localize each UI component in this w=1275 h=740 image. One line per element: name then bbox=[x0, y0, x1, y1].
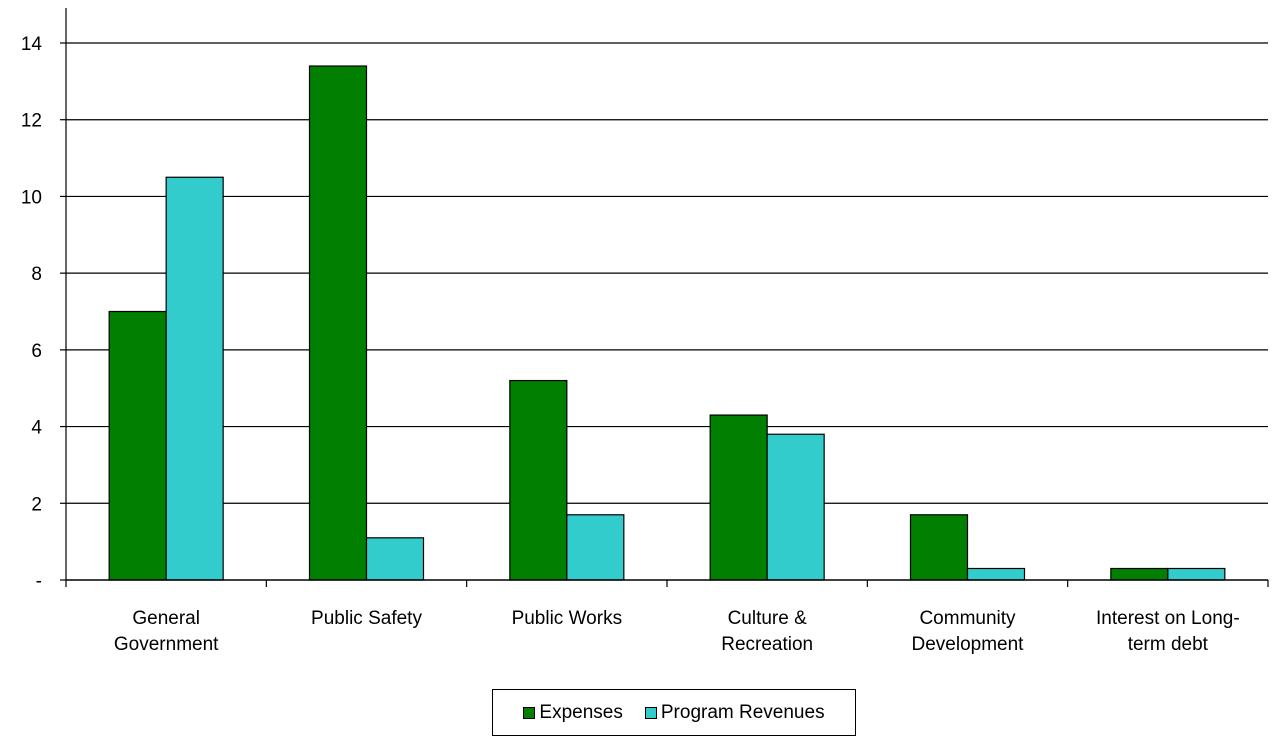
x-tick-label: Public Works bbox=[512, 608, 623, 629]
bar-expenses bbox=[308, 65, 368, 581]
x-tick-label: Development bbox=[912, 634, 1025, 655]
bar-expenses bbox=[1110, 567, 1169, 581]
x-tick-label: Government bbox=[114, 634, 219, 655]
y-tick-label: 14 bbox=[21, 34, 43, 55]
x-tick-label: Culture & bbox=[728, 608, 808, 629]
y-tick-label: 4 bbox=[31, 418, 42, 439]
bar-expenses bbox=[909, 514, 969, 581]
legend-label-expenses: Expenses bbox=[539, 701, 623, 723]
bar-program-revenues bbox=[966, 567, 1026, 581]
bar-program-revenues bbox=[365, 537, 425, 581]
y-tick-label: 2 bbox=[31, 494, 42, 515]
bar-program-revenues bbox=[566, 514, 625, 581]
bar-expenses bbox=[509, 379, 568, 581]
legend-item-program-revenues: Program Revenues bbox=[644, 701, 825, 724]
y-tick-label: 6 bbox=[31, 341, 42, 362]
x-tick-label: term debt bbox=[1128, 634, 1209, 655]
bar-program-revenues bbox=[766, 433, 825, 581]
y-tick-label: 10 bbox=[21, 187, 42, 208]
y-tick-label: 12 bbox=[21, 111, 42, 132]
y-tick-label: 8 bbox=[31, 264, 42, 285]
legend-item-expenses: Expenses bbox=[523, 701, 623, 724]
legend-swatch-expenses bbox=[523, 706, 536, 719]
x-tick-label: Community bbox=[919, 608, 1016, 629]
bar-expenses bbox=[709, 414, 768, 581]
bar-expenses bbox=[108, 310, 167, 581]
y-tick-label: - bbox=[36, 571, 42, 592]
legend: Expenses Program Revenues bbox=[492, 689, 856, 736]
bar-program-revenues bbox=[1167, 567, 1226, 581]
bar-program-revenues bbox=[165, 176, 224, 581]
x-tick-label: Interest on Long- bbox=[1096, 608, 1240, 629]
x-tick-label: Public Safety bbox=[311, 608, 422, 629]
legend-swatch-program-revenues bbox=[644, 706, 657, 719]
x-tick-label: General bbox=[132, 608, 200, 629]
legend-label-program-revenues: Program Revenues bbox=[660, 701, 825, 723]
x-tick-label: Recreation bbox=[721, 634, 813, 655]
